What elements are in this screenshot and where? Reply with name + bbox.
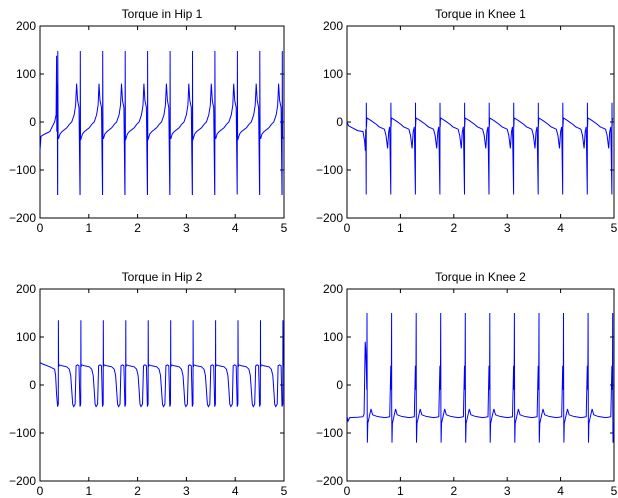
x-tick-label: 1 (85, 484, 92, 498)
x-tick-label: 3 (504, 484, 511, 498)
y-tick-label: 100 (16, 67, 36, 81)
chart-title: Torque in Hip 2 (122, 270, 203, 284)
x-tick-label: 5 (611, 484, 618, 498)
y-tick-label: −200 (316, 474, 343, 488)
x-tick-label: 0 (344, 484, 351, 498)
y-tick-label: −100 (9, 163, 36, 177)
y-tick-label: −200 (316, 211, 343, 225)
y-tick-label: 0 (29, 378, 36, 392)
subplot-knee-1: Torque in Knee 1 0 1 2 3 4 5 200 100 0 −100 −200 (316, 7, 618, 235)
y-tick-label: −200 (9, 211, 36, 225)
x-tick-label: 2 (450, 484, 457, 498)
x-tick-label: 1 (397, 221, 404, 235)
subplot-knee-2: Torque in Knee 2 0 1 2 3 4 5 200 100 0 −100 −200 (316, 270, 618, 498)
x-tick-label: 3 (183, 484, 190, 498)
y-tick-label: 0 (336, 378, 343, 392)
x-tick-label: 4 (232, 221, 239, 235)
y-tick-label: −200 (9, 474, 36, 488)
x-tick-label: 3 (183, 221, 190, 235)
x-tick-label: 2 (134, 221, 141, 235)
x-tick-label: 5 (281, 484, 288, 498)
x-tick-label: 4 (557, 221, 564, 235)
chart-title: Torque in Knee 2 (435, 270, 526, 284)
y-tick-label: −100 (316, 426, 343, 440)
x-tick-label: 4 (232, 484, 239, 498)
series-line (346, 102, 614, 195)
x-tick-label: 3 (504, 221, 511, 235)
x-tick-label: 0 (37, 484, 44, 498)
y-tick-label: 100 (323, 67, 343, 81)
axes-frame (39, 288, 285, 482)
x-tick-label: 0 (37, 221, 44, 235)
axes-frame (346, 25, 615, 219)
y-tick-label: −100 (9, 426, 36, 440)
x-tick-label: 2 (450, 221, 457, 235)
y-tick-label: 200 (16, 282, 36, 296)
chart-title: Torque in Knee 1 (435, 7, 526, 21)
series-line (346, 312, 614, 443)
subplot-hip-2: Torque in Hip 2 0 1 2 3 4 5 200 100 0 −100 −200 (9, 270, 288, 498)
chart-title: Torque in Hip 1 (122, 7, 203, 21)
y-tick-label: 200 (323, 282, 343, 296)
x-tick-label: 2 (134, 484, 141, 498)
x-tick-label: 0 (344, 221, 351, 235)
series-line (39, 50, 284, 195)
y-tick-label: 100 (323, 330, 343, 344)
subplot-hip-1: Torque in Hip 1 0 1 2 3 4 5 200 100 0 −100 −200 (9, 7, 288, 235)
y-tick-label: −100 (316, 163, 343, 177)
x-tick-label: 1 (397, 484, 404, 498)
series-line (39, 320, 284, 408)
y-tick-label: 100 (16, 330, 36, 344)
x-tick-label: 5 (281, 221, 288, 235)
y-tick-label: 0 (29, 115, 36, 129)
x-tick-label: 4 (557, 484, 564, 498)
axes-frame (346, 288, 615, 482)
x-tick-label: 1 (85, 221, 92, 235)
y-tick-label: 200 (323, 19, 343, 33)
y-tick-label: 200 (16, 19, 36, 33)
y-tick-label: 0 (336, 115, 343, 129)
x-tick-label: 5 (611, 221, 618, 235)
